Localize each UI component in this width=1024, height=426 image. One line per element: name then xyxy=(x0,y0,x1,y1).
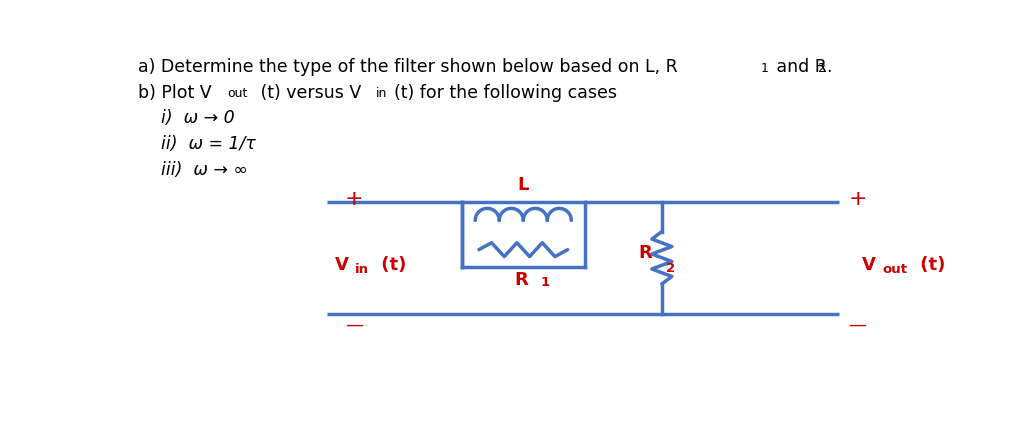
Text: 2: 2 xyxy=(817,62,825,75)
Text: b) Plot V: b) Plot V xyxy=(138,83,212,101)
Text: out: out xyxy=(226,87,247,100)
Text: +: + xyxy=(344,189,364,209)
Text: +: + xyxy=(848,189,867,209)
Text: V: V xyxy=(862,255,876,273)
Text: (t) for the following cases: (t) for the following cases xyxy=(394,83,616,101)
Text: and R: and R xyxy=(771,58,827,76)
Text: 2: 2 xyxy=(666,261,675,274)
Text: in: in xyxy=(376,87,387,100)
Text: 1: 1 xyxy=(541,276,549,288)
Text: .: . xyxy=(826,58,831,76)
Text: R: R xyxy=(639,243,652,261)
Text: (t): (t) xyxy=(914,255,946,273)
Text: a) Determine the type of the filter shown below based on L, R: a) Determine the type of the filter show… xyxy=(138,58,678,76)
Text: iii)  ω → ∞: iii) ω → ∞ xyxy=(162,161,248,179)
Text: i)  ω → 0: i) ω → 0 xyxy=(162,109,234,127)
Text: (t) versus V: (t) versus V xyxy=(255,83,361,101)
Text: ii)  ω = 1/τ: ii) ω = 1/τ xyxy=(162,135,256,153)
Text: R: R xyxy=(515,271,528,289)
Text: L: L xyxy=(517,175,529,193)
Text: V: V xyxy=(335,255,348,273)
Text: (t): (t) xyxy=(375,255,407,273)
Text: 1: 1 xyxy=(761,62,768,75)
Text: out: out xyxy=(882,262,907,275)
Text: —: — xyxy=(848,315,866,333)
Text: —: — xyxy=(345,315,362,333)
Text: in: in xyxy=(354,262,369,275)
